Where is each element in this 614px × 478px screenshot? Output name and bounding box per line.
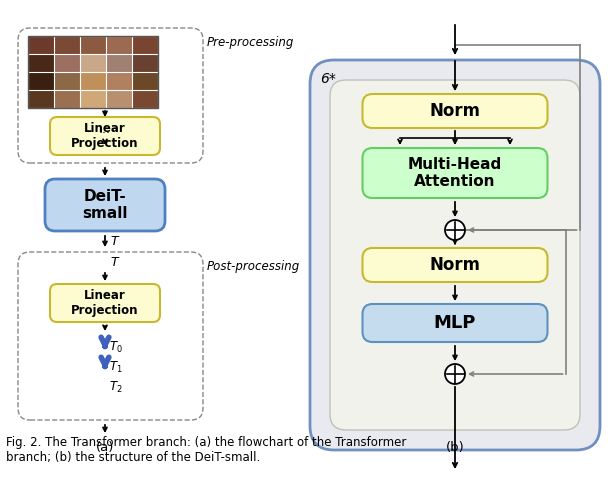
Bar xyxy=(106,90,132,108)
FancyBboxPatch shape xyxy=(362,248,548,282)
Bar xyxy=(80,36,106,54)
Bar xyxy=(106,36,132,54)
Text: Multi-Head
Attention: Multi-Head Attention xyxy=(408,157,502,189)
FancyBboxPatch shape xyxy=(18,28,203,163)
Text: $T$: $T$ xyxy=(110,256,120,269)
Text: DeiT-
small: DeiT- small xyxy=(82,189,128,221)
Text: $T$: $T$ xyxy=(110,235,120,248)
FancyBboxPatch shape xyxy=(50,117,160,155)
Text: Fig. 2. The Transformer branch: (a) the flowchart of the Transformer
branch; (b): Fig. 2. The Transformer branch: (a) the … xyxy=(6,436,406,464)
Text: (b): (b) xyxy=(446,442,464,455)
Text: MLP: MLP xyxy=(434,314,476,332)
Text: $T_0$: $T_0$ xyxy=(109,340,123,355)
Text: Linear
Projection: Linear Projection xyxy=(71,122,139,150)
FancyBboxPatch shape xyxy=(330,80,580,430)
Text: Norm: Norm xyxy=(430,256,481,274)
Bar xyxy=(80,54,106,72)
Text: 6*: 6* xyxy=(320,72,336,86)
Bar xyxy=(28,36,158,108)
Bar xyxy=(132,36,158,54)
FancyBboxPatch shape xyxy=(362,304,548,342)
Bar xyxy=(28,90,54,108)
Bar xyxy=(28,54,54,72)
Text: Norm: Norm xyxy=(430,102,481,120)
Bar xyxy=(123,120,155,138)
FancyBboxPatch shape xyxy=(310,60,600,450)
FancyBboxPatch shape xyxy=(18,252,203,420)
Text: ...: ... xyxy=(99,122,111,135)
Text: Pre-processing: Pre-processing xyxy=(207,36,294,49)
Text: (a): (a) xyxy=(96,442,114,455)
Bar xyxy=(132,54,158,72)
Bar xyxy=(106,72,132,90)
Bar xyxy=(54,72,80,90)
FancyBboxPatch shape xyxy=(362,94,548,128)
Bar xyxy=(80,90,106,108)
Text: Post-processing: Post-processing xyxy=(207,260,300,273)
Bar xyxy=(80,72,106,90)
FancyBboxPatch shape xyxy=(45,179,165,231)
Bar xyxy=(54,36,80,54)
Text: $T_1$: $T_1$ xyxy=(109,360,123,375)
Bar xyxy=(132,72,158,90)
Bar xyxy=(54,90,80,108)
FancyBboxPatch shape xyxy=(50,284,160,322)
Bar xyxy=(54,54,80,72)
Bar xyxy=(106,54,132,72)
Bar xyxy=(28,72,54,90)
Bar xyxy=(28,36,54,54)
Circle shape xyxy=(445,364,465,384)
Circle shape xyxy=(445,220,465,240)
Bar xyxy=(132,90,158,108)
Text: Linear
Projection: Linear Projection xyxy=(71,289,139,317)
Bar xyxy=(55,120,87,138)
Text: $T_2$: $T_2$ xyxy=(109,380,123,395)
FancyBboxPatch shape xyxy=(362,148,548,198)
